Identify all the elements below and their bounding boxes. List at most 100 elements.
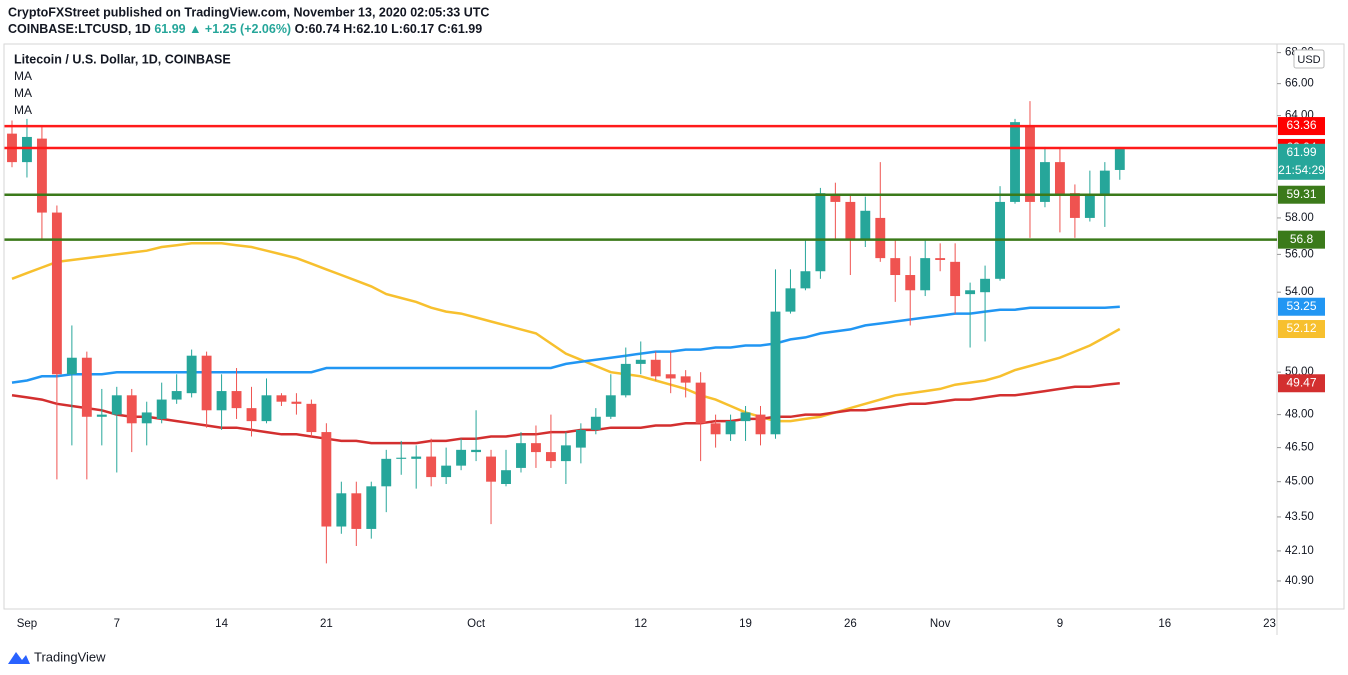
y-tick-label: 54.00 bbox=[1285, 286, 1314, 298]
candle-body bbox=[875, 217, 886, 259]
candle-body bbox=[1069, 193, 1080, 218]
candle-body bbox=[306, 403, 317, 433]
candle-body bbox=[201, 355, 212, 411]
candle-body bbox=[740, 412, 751, 422]
candle-body bbox=[81, 357, 92, 417]
candle-body bbox=[1114, 148, 1125, 170]
candle-body bbox=[980, 278, 991, 293]
candle-body bbox=[680, 376, 691, 383]
candle-body bbox=[186, 355, 197, 394]
hline-label: 56.8 bbox=[1290, 232, 1314, 246]
candle-body bbox=[471, 449, 482, 453]
candle-body bbox=[785, 288, 796, 312]
candle-body bbox=[860, 210, 871, 240]
hline-label-box bbox=[1278, 185, 1325, 204]
y-tick-label: 56.00 bbox=[1285, 248, 1314, 260]
candle-body bbox=[1010, 122, 1020, 202]
ma-value-label: 49.47 bbox=[1286, 375, 1316, 389]
candle-body bbox=[231, 391, 242, 409]
hline-label-box bbox=[1278, 117, 1325, 136]
y-tick-label: 58.00 bbox=[1285, 212, 1314, 224]
candle-body bbox=[111, 395, 122, 415]
chart-title: Litecoin / U.S. Dollar, 1D, COINBASE bbox=[14, 52, 231, 66]
candle-body bbox=[650, 359, 661, 377]
ma-value-label-box bbox=[1278, 320, 1325, 339]
symbol-line: COINBASE:LTCUSD, 1D 61.99 ▲ +1.25 (+2.06… bbox=[8, 22, 482, 36]
y-tick-label: 45.00 bbox=[1285, 476, 1314, 488]
ma-line bbox=[11, 305, 1120, 384]
x-tick-label: 21 bbox=[320, 618, 333, 630]
candle-body bbox=[920, 258, 931, 291]
legend-entry: MA bbox=[14, 86, 32, 100]
x-tick-label: 19 bbox=[739, 618, 752, 630]
ma-line bbox=[11, 242, 1121, 423]
x-tick-label: 16 bbox=[1158, 618, 1171, 630]
x-tick-label: 23 bbox=[1263, 618, 1276, 630]
candle-body bbox=[575, 429, 586, 448]
ma-value-label: 52.12 bbox=[1286, 321, 1316, 335]
candle-body bbox=[755, 414, 766, 435]
candle-body bbox=[590, 416, 601, 430]
y-tick-label: 42.10 bbox=[1285, 545, 1314, 557]
candle-body bbox=[51, 212, 62, 375]
candle-body bbox=[815, 193, 826, 272]
candle-body bbox=[381, 458, 392, 487]
candle-body bbox=[1040, 162, 1050, 202]
hline-label-box bbox=[1278, 230, 1325, 249]
candle-body bbox=[216, 391, 227, 411]
y-tick-label: 48.00 bbox=[1285, 409, 1314, 421]
candle-body bbox=[66, 357, 77, 375]
x-tick-label: 12 bbox=[634, 618, 647, 630]
candle-body bbox=[560, 445, 571, 462]
candle-body bbox=[620, 363, 631, 396]
ma-value-label: 53.25 bbox=[1286, 299, 1316, 313]
candle-body bbox=[830, 194, 841, 202]
candle-body bbox=[291, 401, 302, 404]
candle-body bbox=[411, 456, 422, 459]
candle-body bbox=[605, 395, 616, 417]
candle-body bbox=[156, 399, 167, 419]
candle-body bbox=[261, 395, 272, 422]
candle-body bbox=[1025, 125, 1035, 202]
candle-body bbox=[366, 486, 377, 529]
candle-body bbox=[501, 470, 511, 484]
legend-entry: MA bbox=[14, 69, 32, 83]
candle-body bbox=[171, 391, 182, 400]
candle-body bbox=[965, 290, 976, 295]
candle-body bbox=[665, 374, 676, 379]
x-tick-label: 7 bbox=[114, 618, 120, 630]
candle-body bbox=[635, 359, 646, 364]
y-tick-label: 43.50 bbox=[1285, 511, 1314, 523]
x-tick-label: 26 bbox=[844, 618, 857, 630]
ma-value-label-box bbox=[1278, 374, 1325, 393]
symbol: COINBASE:LTCUSD, 1D bbox=[8, 22, 151, 36]
candle-body bbox=[800, 271, 811, 289]
currency-box[interactable] bbox=[1293, 49, 1325, 69]
chart-frame bbox=[3, 43, 1345, 610]
x-tick-label: Nov bbox=[930, 618, 951, 630]
candle-body bbox=[321, 432, 332, 527]
candle-body bbox=[22, 136, 32, 163]
currency: USD bbox=[1297, 54, 1320, 66]
candle-body bbox=[96, 414, 107, 417]
candle-body bbox=[935, 258, 946, 260]
candle-body bbox=[441, 465, 452, 478]
logo-icon bbox=[8, 652, 30, 664]
countdown: 21:54:29 bbox=[1278, 163, 1325, 177]
candle-body bbox=[456, 449, 467, 466]
y-tick-label: 66.00 bbox=[1285, 78, 1314, 90]
change: 61.99 ▲ +1.25 (+2.06%) bbox=[154, 22, 291, 36]
candle-body bbox=[545, 452, 556, 462]
last-price-box bbox=[1278, 143, 1325, 180]
legend-entry: MA bbox=[14, 103, 32, 117]
candle-body bbox=[725, 421, 736, 435]
x-tick-label: Oct bbox=[467, 618, 486, 630]
footer: TradingView bbox=[34, 649, 106, 664]
x-tick-label: 9 bbox=[1057, 618, 1063, 630]
y-tick-label: 46.50 bbox=[1285, 442, 1314, 454]
hline-label: 63.36 bbox=[1286, 118, 1316, 132]
candle-body bbox=[276, 395, 287, 402]
tradingview-logo: TradingView bbox=[8, 649, 106, 664]
